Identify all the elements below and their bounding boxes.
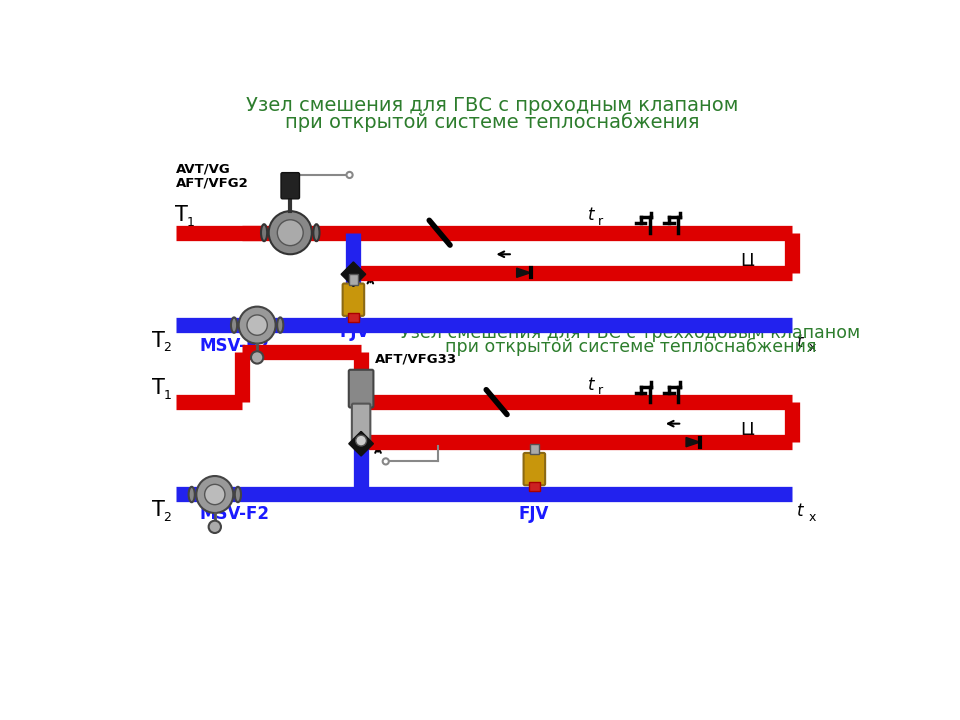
Text: FJV: FJV	[340, 323, 370, 341]
Text: AFT/VFG33: AFT/VFG33	[375, 352, 457, 365]
Polygon shape	[361, 431, 373, 456]
Text: x: x	[808, 341, 816, 354]
Circle shape	[204, 485, 225, 505]
Bar	[348, 312, 359, 322]
Text: 2: 2	[163, 341, 171, 354]
Text: MSV-F2: MSV-F2	[200, 337, 270, 355]
Text: T: T	[152, 379, 164, 398]
Text: при открытой системе теплоснабжения: при открытой системе теплоснабжения	[444, 338, 816, 356]
Text: Узел смешения для ГВС с трёхходовым клапаном: Узел смешения для ГВС с трёхходовым клап…	[400, 324, 861, 342]
Text: t: t	[588, 207, 594, 225]
Text: 2: 2	[163, 510, 171, 523]
FancyBboxPatch shape	[281, 173, 300, 199]
Circle shape	[197, 476, 233, 513]
Bar	[529, 482, 540, 492]
Circle shape	[239, 307, 276, 343]
Ellipse shape	[188, 487, 195, 503]
Ellipse shape	[261, 224, 267, 241]
Text: 1: 1	[186, 216, 194, 229]
Text: r: r	[597, 215, 603, 228]
Polygon shape	[348, 431, 361, 456]
Circle shape	[356, 435, 367, 446]
Polygon shape	[353, 262, 366, 287]
Ellipse shape	[235, 487, 241, 503]
Text: T: T	[175, 205, 187, 225]
Circle shape	[347, 172, 352, 178]
FancyBboxPatch shape	[352, 404, 371, 442]
Ellipse shape	[277, 318, 283, 333]
Circle shape	[251, 351, 263, 364]
Bar	[348, 274, 358, 285]
Polygon shape	[516, 268, 531, 277]
Text: Узел смешения для ГВС с проходным клапаном: Узел смешения для ГВС с проходным клапан…	[246, 96, 738, 115]
Text: Ц: Ц	[741, 251, 755, 269]
Polygon shape	[686, 438, 700, 446]
Ellipse shape	[313, 224, 320, 241]
Text: x: x	[808, 510, 816, 523]
Bar	[530, 444, 539, 454]
Text: t: t	[588, 376, 594, 394]
FancyBboxPatch shape	[523, 453, 545, 485]
Text: t: t	[797, 502, 804, 520]
Ellipse shape	[231, 318, 237, 333]
Circle shape	[208, 521, 221, 533]
Text: Ц: Ц	[741, 420, 755, 438]
Text: MSV-F2: MSV-F2	[200, 505, 270, 523]
Text: t: t	[797, 333, 804, 351]
Text: 1: 1	[163, 389, 171, 402]
Text: FJV: FJV	[519, 505, 549, 523]
Text: AVT/VG: AVT/VG	[177, 163, 231, 176]
Circle shape	[383, 459, 389, 464]
Polygon shape	[341, 262, 353, 287]
Text: при открытой системе теплоснабжения: при открытой системе теплоснабжения	[285, 113, 699, 132]
Text: r: r	[597, 384, 603, 397]
FancyBboxPatch shape	[348, 370, 373, 408]
Text: AFT/VFG2: AFT/VFG2	[177, 176, 249, 189]
Circle shape	[269, 211, 312, 254]
Text: T: T	[152, 330, 164, 351]
Text: T: T	[152, 500, 164, 520]
FancyBboxPatch shape	[343, 284, 364, 316]
Circle shape	[247, 315, 267, 336]
Circle shape	[277, 220, 303, 246]
